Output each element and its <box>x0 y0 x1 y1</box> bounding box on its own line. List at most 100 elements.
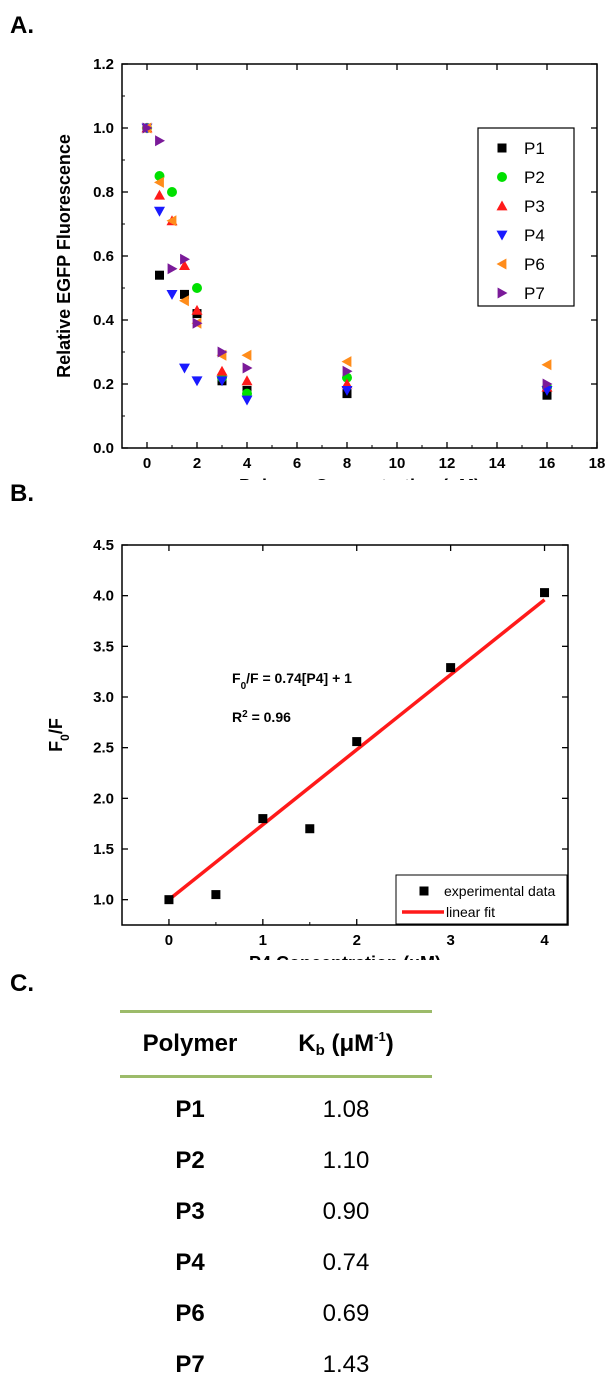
legend-label-p1: P1 <box>524 139 545 158</box>
legend-box <box>395 874 568 925</box>
x-tick-label: 8 <box>343 455 351 472</box>
y-tick-label: 0.2 <box>93 376 114 393</box>
x-tick-label: 1 <box>259 932 267 949</box>
data-point-p7 <box>192 317 203 329</box>
y-tick-label: 4.0 <box>93 588 114 605</box>
data-point-p6 <box>154 176 164 188</box>
data-point-experimental <box>258 814 268 824</box>
header-polymer: Polymer <box>142 1030 238 1057</box>
x-tick-label: 4 <box>243 455 252 472</box>
y-axis-title: Relative EGFP Fluorescence <box>54 134 74 378</box>
data-point-p7 <box>180 253 190 265</box>
data-point-p4 <box>179 363 190 374</box>
data-point-p4 <box>154 206 165 217</box>
x-tick-label: 10 <box>389 455 406 472</box>
kb-table: Polymer Kb (μM-1) P1 1.08 P2 1.10 P3 0.90 P4 0.… <box>120 1010 432 1390</box>
cell-polymer: P2 <box>175 1146 205 1174</box>
y-tick-label: 0.0 <box>93 440 114 457</box>
legend-box <box>477 127 575 307</box>
legend-marker-p3 <box>496 200 508 211</box>
x-tick-label: 3 <box>446 932 454 949</box>
data-point-p7 <box>155 135 165 147</box>
y-tick-label: 2.0 <box>93 790 114 807</box>
data-point-p2 <box>192 283 202 293</box>
data-point-p7 <box>167 263 178 275</box>
table-body: P1 1.08 P2 1.10 P3 0.90 P4 0.74 P6 0.69 P7 1.43 <box>120 1084 432 1390</box>
legend-label-experimental: experimental data <box>444 883 556 899</box>
data-point-p1 <box>180 289 189 299</box>
legend-marker-p7 <box>497 287 508 299</box>
cell-kb: 0.69 <box>322 1299 370 1327</box>
cell-kb: 0.90 <box>322 1197 370 1225</box>
legend-label-p2: P2 <box>524 168 545 187</box>
data-point-p7 <box>217 346 228 358</box>
y-tick-label: 0.4 <box>93 312 115 329</box>
table-row: P6 0.69 <box>120 1288 432 1339</box>
cell-kb: 0.74 <box>322 1248 370 1276</box>
x-tick-label: 16 <box>539 455 556 472</box>
y-tick-label: 0.8 <box>93 184 114 201</box>
panel-label-c: C. <box>10 970 34 997</box>
data-point-p7 <box>142 122 153 134</box>
x-axis-title: P4 Concentration (μM) <box>249 953 441 960</box>
cell-polymer: P4 <box>175 1248 205 1276</box>
data-point-experimental <box>211 890 221 900</box>
x-tick-label: 18 <box>589 455 606 472</box>
legend-label-p7: P7 <box>524 284 545 303</box>
y-tick-label: 1.5 <box>93 841 114 858</box>
data-point-p3 <box>191 304 203 315</box>
data-point-experimental <box>446 663 456 673</box>
table-row: P1 1.08 <box>120 1084 432 1135</box>
r-squared: R2 = 0.96 <box>232 709 291 726</box>
legend-label-p4: P4 <box>524 226 545 245</box>
legend-label-fit: linear fit <box>446 904 495 920</box>
table-header-rule <box>120 1075 432 1078</box>
data-point-p4 <box>241 395 253 406</box>
data-point-p3 <box>154 189 165 200</box>
data-point-p3 <box>179 260 190 270</box>
data-point-p4 <box>191 376 203 387</box>
y-tick-label: 3.0 <box>93 689 114 706</box>
data-point-p2 <box>167 187 177 197</box>
panel-label-a: A. <box>10 12 34 39</box>
fit-equation: F0/F = 0.74[P4] + 1 <box>232 670 352 692</box>
table-row: P7 1.43 <box>120 1339 432 1390</box>
legend: experimental data linear fit <box>395 874 568 925</box>
y-tick-label: 3.5 <box>93 638 114 655</box>
legend-label-p6: P6 <box>524 255 545 274</box>
data-point-experimental <box>305 824 315 834</box>
data-point-p6 <box>541 359 552 371</box>
chart-a: 0 2 4 6 8 10 12 14 16 18 0.0 0.2 0.4 0.6 0.8 1.0 1.2 Poly… <box>54 56 606 480</box>
linear-fit-line <box>167 598 546 902</box>
legend-marker-p6 <box>496 258 507 270</box>
cell-kb: 1.43 <box>322 1350 370 1378</box>
data-point-p4 <box>166 290 178 300</box>
cell-kb: 1.08 <box>322 1095 370 1123</box>
data-point-p7 <box>242 362 253 374</box>
data-point-p4 <box>341 386 353 396</box>
table-header: Polymer Kb (μM-1) <box>120 1013 432 1075</box>
table-row: P3 0.90 <box>120 1186 432 1237</box>
data-point-experimental <box>352 737 362 747</box>
data-point-experimental <box>164 895 174 905</box>
legend-marker-p2 <box>497 172 507 182</box>
x-tick-label: 14 <box>489 455 506 472</box>
x-tick-label: 12 <box>439 455 456 472</box>
header-kb: Kb (μM-1) <box>298 1029 394 1059</box>
data-point-p6 <box>166 215 177 227</box>
y-tick-label: 1.2 <box>93 56 114 73</box>
data-point-p3 <box>341 378 353 389</box>
x-tick-label: 6 <box>293 455 301 472</box>
legend-label-p3: P3 <box>524 197 545 216</box>
legend-marker-experimental <box>419 886 429 896</box>
series-experimental-data <box>164 588 550 905</box>
data-point-p7 <box>542 378 553 390</box>
cell-polymer: P3 <box>175 1197 205 1225</box>
chart-b: 0 1 2 3 4 1.0 1.5 2.0 2.5 3.0 3.5 4.0 4.5 P4 Concentr… <box>46 537 569 960</box>
data-point-p6 <box>341 356 352 368</box>
data-point-p6 <box>179 295 189 307</box>
data-point-p6 <box>241 349 252 361</box>
data-point-p1 <box>155 270 164 280</box>
plot-frame <box>121 544 569 926</box>
y-tick-label: 4.5 <box>93 537 114 554</box>
